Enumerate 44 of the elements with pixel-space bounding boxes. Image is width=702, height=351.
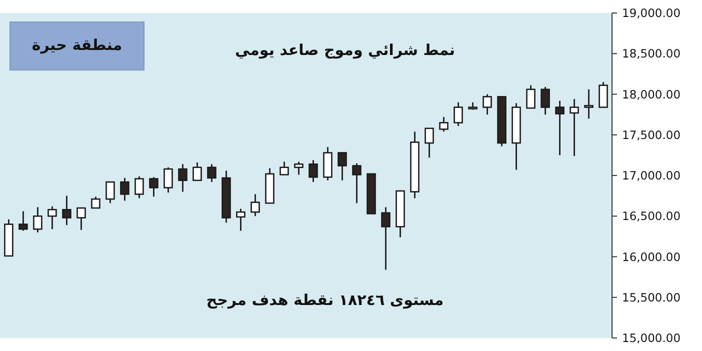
candlestick xyxy=(526,84,536,109)
candlestick xyxy=(308,159,318,183)
candlestick xyxy=(91,196,100,209)
candlestick xyxy=(555,100,564,156)
candlestick xyxy=(439,116,448,132)
y-tick-label: 17,000.00 xyxy=(622,168,681,183)
candlestick xyxy=(120,177,130,202)
candlestick xyxy=(294,160,304,176)
candlestick xyxy=(584,88,594,120)
y-tick-label: 16,500.00 xyxy=(622,209,681,224)
y-tick-label: 18,500.00 xyxy=(622,46,681,61)
candlestick xyxy=(250,193,260,217)
candlestick xyxy=(106,181,115,204)
text: نمط شرائي وموج صاعد يومي xyxy=(234,41,456,59)
y-tick-label: 17,500.00 xyxy=(622,128,681,142)
y-tick-label: 15,000.00 xyxy=(622,331,681,346)
candlestick xyxy=(62,195,72,226)
candlestick xyxy=(381,206,390,270)
candlestick xyxy=(482,94,492,116)
annotation: مستوى ١٨٢٤٦ نقطة هدف مرجح xyxy=(206,291,444,309)
candlestick xyxy=(352,162,362,204)
y-tick-label: 16,000.00 xyxy=(622,250,681,264)
candlestick xyxy=(48,206,57,230)
candlestick xyxy=(598,81,608,108)
candlestick xyxy=(236,208,246,232)
candlestick xyxy=(454,102,463,127)
candlestick xyxy=(164,166,173,194)
y-tick-label: 15,500.00 xyxy=(622,290,681,304)
candlestick xyxy=(33,206,42,234)
candlestick xyxy=(280,160,289,176)
y-tick-label: 18,000.00 xyxy=(622,87,681,102)
candlestick xyxy=(18,210,28,232)
annotation: منطقة حيرة xyxy=(32,36,122,54)
candlestick xyxy=(540,86,550,116)
candlestick xyxy=(192,162,202,182)
candlestick xyxy=(207,163,216,183)
candlestick xyxy=(149,176,158,198)
candlestick xyxy=(570,98,579,157)
y-tick-label: 19,000.00 xyxy=(622,6,681,20)
candlestick xyxy=(134,176,144,199)
candlestick xyxy=(76,207,86,231)
candlestick xyxy=(424,128,434,158)
candlestick xyxy=(178,163,188,192)
candlestick xyxy=(338,152,347,182)
